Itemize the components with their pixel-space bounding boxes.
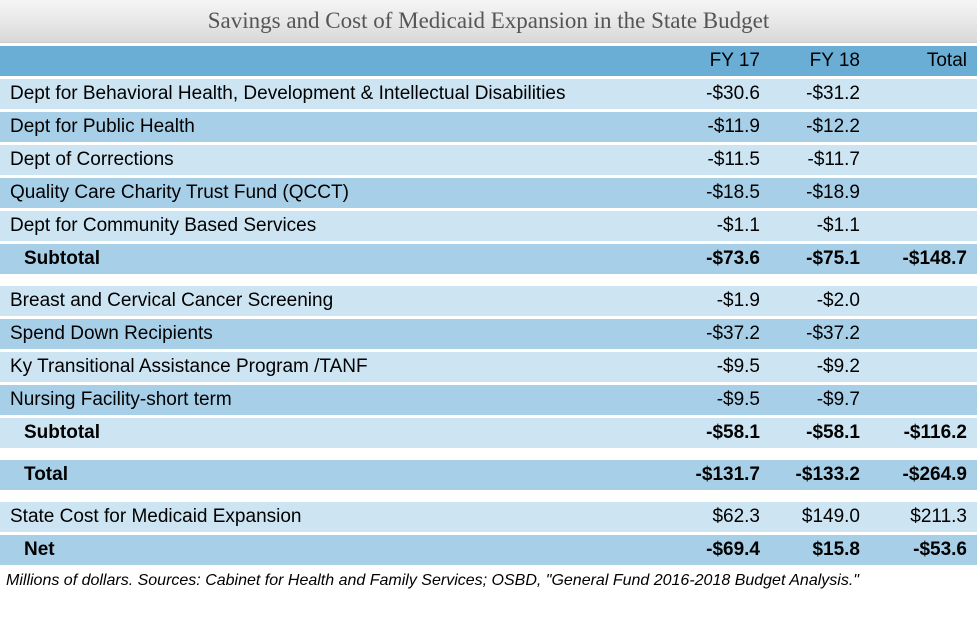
- row-total: [870, 319, 977, 349]
- row-total: [870, 79, 977, 109]
- subtotal-label: Subtotal: [0, 418, 670, 448]
- subtotal-fy17: -$73.6: [670, 244, 770, 274]
- row-label: Dept for Community Based Services: [0, 211, 670, 241]
- spacer: [0, 493, 977, 499]
- row-total: [870, 145, 977, 175]
- row-label: Dept of Corrections: [0, 145, 670, 175]
- row-fy17: -$9.5: [670, 352, 770, 382]
- table-row: Spend Down Recipients -$37.2 -$37.2: [0, 319, 977, 349]
- row-total: [870, 385, 977, 415]
- row-fy17: $62.3: [670, 502, 770, 532]
- page-title: Savings and Cost of Medicaid Expansion i…: [0, 0, 977, 43]
- total-fy18: -$133.2: [770, 460, 870, 490]
- row-total: $211.3: [870, 502, 977, 532]
- row-label: Dept for Behavioral Health, Development …: [0, 79, 670, 109]
- row-fy17: -$9.5: [670, 385, 770, 415]
- net-label: Net: [0, 535, 670, 565]
- row-fy17: -$1.9: [670, 286, 770, 316]
- row-fy18: -$12.2: [770, 112, 870, 142]
- total-label: Total: [0, 460, 670, 490]
- row-fy18: -$1.1: [770, 211, 870, 241]
- row-label: State Cost for Medicaid Expansion: [0, 502, 670, 532]
- footnote: Millions of dollars. Sources: Cabinet fo…: [0, 568, 977, 594]
- table-row: Dept for Behavioral Health, Development …: [0, 79, 977, 109]
- total-row: Total -$131.7 -$133.2 -$264.9: [0, 460, 977, 490]
- budget-table: FY 17 FY 18 Total Dept for Behavioral He…: [0, 43, 977, 568]
- row-fy18: -$18.9: [770, 178, 870, 208]
- row-fy17: -$18.5: [670, 178, 770, 208]
- row-fy17: -$11.9: [670, 112, 770, 142]
- subtotal-fy18: -$58.1: [770, 418, 870, 448]
- subtotal-row: Subtotal -$73.6 -$75.1 -$148.7: [0, 244, 977, 274]
- subtotal-fy18: -$75.1: [770, 244, 870, 274]
- row-fy18: -$2.0: [770, 286, 870, 316]
- table-row: Dept for Public Health -$11.9 -$12.2: [0, 112, 977, 142]
- table-row: Ky Transitional Assistance Program /TANF…: [0, 352, 977, 382]
- state-cost-row: State Cost for Medicaid Expansion $62.3 …: [0, 502, 977, 532]
- total-total: -$264.9: [870, 460, 977, 490]
- row-fy17: -$1.1: [670, 211, 770, 241]
- row-label: Ky Transitional Assistance Program /TANF: [0, 352, 670, 382]
- row-label: Nursing Facility-short term: [0, 385, 670, 415]
- table-row: Nursing Facility-short term -$9.5 -$9.7: [0, 385, 977, 415]
- row-fy18: $149.0: [770, 502, 870, 532]
- net-row: Net -$69.4 $15.8 -$53.6: [0, 535, 977, 565]
- table-row: Breast and Cervical Cancer Screening -$1…: [0, 286, 977, 316]
- row-label: Quality Care Charity Trust Fund (QCCT): [0, 178, 670, 208]
- header-fy17: FY 17: [670, 46, 770, 76]
- row-fy18: -$37.2: [770, 319, 870, 349]
- table-row: Dept of Corrections -$11.5 -$11.7: [0, 145, 977, 175]
- header-fy18: FY 18: [770, 46, 870, 76]
- net-total: -$53.6: [870, 535, 977, 565]
- row-fy17: -$37.2: [670, 319, 770, 349]
- row-total: [870, 178, 977, 208]
- row-total: [870, 112, 977, 142]
- row-label: Spend Down Recipients: [0, 319, 670, 349]
- net-fy18: $15.8: [770, 535, 870, 565]
- header-blank: [0, 46, 670, 76]
- row-fy18: -$31.2: [770, 79, 870, 109]
- table-row: Dept for Community Based Services -$1.1 …: [0, 211, 977, 241]
- row-label: Dept for Public Health: [0, 112, 670, 142]
- row-fy18: -$9.7: [770, 385, 870, 415]
- header-total: Total: [870, 46, 977, 76]
- row-label: Breast and Cervical Cancer Screening: [0, 286, 670, 316]
- total-fy17: -$131.7: [670, 460, 770, 490]
- subtotal-total: -$148.7: [870, 244, 977, 274]
- row-fy17: -$30.6: [670, 79, 770, 109]
- row-total: [870, 352, 977, 382]
- spacer: [0, 451, 977, 457]
- row-fy18: -$9.2: [770, 352, 870, 382]
- subtotal-row: Subtotal -$58.1 -$58.1 -$116.2: [0, 418, 977, 448]
- subtotal-label: Subtotal: [0, 244, 670, 274]
- row-total: [870, 211, 977, 241]
- row-total: [870, 286, 977, 316]
- budget-table-container: Savings and Cost of Medicaid Expansion i…: [0, 0, 977, 594]
- subtotal-total: -$116.2: [870, 418, 977, 448]
- table-header-row: FY 17 FY 18 Total: [0, 46, 977, 76]
- table-row: Quality Care Charity Trust Fund (QCCT) -…: [0, 178, 977, 208]
- row-fy17: -$11.5: [670, 145, 770, 175]
- spacer: [0, 277, 977, 283]
- net-fy17: -$69.4: [670, 535, 770, 565]
- subtotal-fy17: -$58.1: [670, 418, 770, 448]
- row-fy18: -$11.7: [770, 145, 870, 175]
